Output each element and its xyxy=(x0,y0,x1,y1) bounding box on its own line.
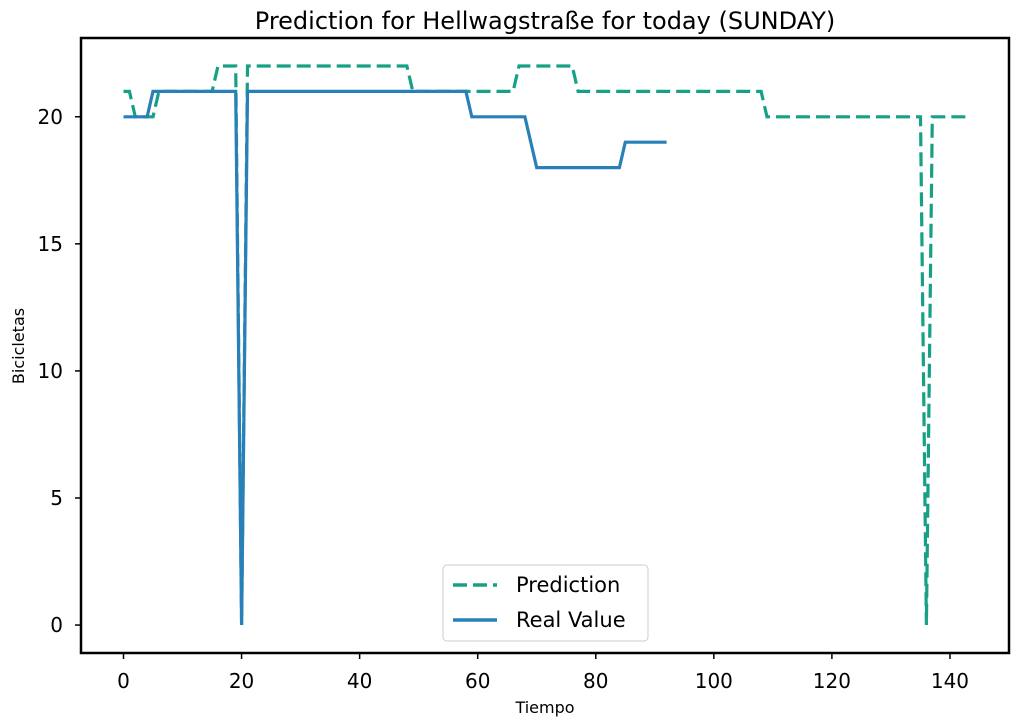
y-tick-label: 0 xyxy=(50,613,63,637)
x-tick-label: 0 xyxy=(117,669,130,693)
x-tick-label: 40 xyxy=(347,669,372,693)
y-tick-label: 5 xyxy=(50,486,63,510)
x-tick-label: 80 xyxy=(583,669,608,693)
series-layer xyxy=(123,64,968,626)
y-tick-label: 20 xyxy=(38,105,63,129)
x-axis-label: Tiempo xyxy=(514,698,574,717)
x-tick-label: 120 xyxy=(813,669,851,693)
legend-label-prediction: Prediction xyxy=(516,573,620,597)
legend-label-real-value: Real Value xyxy=(516,608,626,632)
y-tick-label: 15 xyxy=(38,232,63,256)
y-axis-label: Bicicletas xyxy=(9,308,28,384)
x-axis: 0 20 40 60 80 100 120 140 xyxy=(117,653,969,693)
chart-title: Prediction for Hellwagstraße for today (… xyxy=(255,7,835,35)
x-tick-label: 60 xyxy=(465,669,490,693)
legend: Prediction Real Value xyxy=(442,564,649,642)
series-line-prediction xyxy=(123,64,968,626)
series-line-real-value xyxy=(123,89,667,626)
x-tick-label: 100 xyxy=(695,669,733,693)
x-tick-label: 20 xyxy=(229,669,254,693)
x-tick-label: 140 xyxy=(931,669,969,693)
plot-frame xyxy=(79,36,1011,655)
y-tick-label: 10 xyxy=(38,359,63,383)
y-axis: 0 5 10 15 20 xyxy=(38,105,81,637)
